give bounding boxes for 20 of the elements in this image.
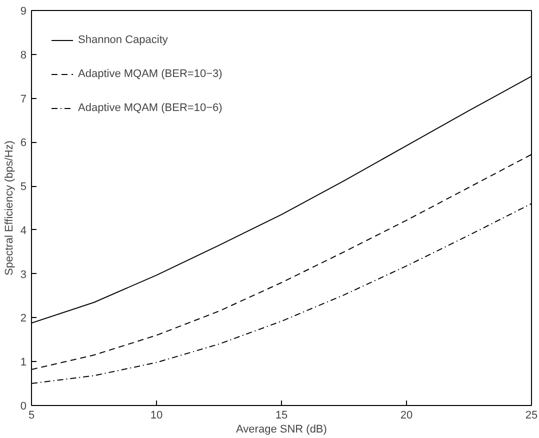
y-tick-label: 8 — [20, 49, 27, 62]
legend-label: Adaptive MQAM (BER=10−3) — [78, 68, 222, 80]
y-axis-title: Spectral Efficiency (bps/Hz) — [3, 140, 16, 276]
x-tick-label: 25 — [525, 410, 538, 422]
x-tick-label: 15 — [275, 410, 288, 422]
y-tick-label: 6 — [20, 137, 27, 150]
x-tick-label: 10 — [150, 410, 163, 422]
y-tick-label: 9 — [20, 6, 27, 18]
y-tick-label: 7 — [20, 93, 27, 106]
x-axis-title: Average SNR (dB) — [236, 424, 327, 436]
y-tick-label: 5 — [20, 181, 27, 194]
y-tick-label: 3 — [20, 268, 27, 281]
y-tick-label: 4 — [20, 224, 27, 237]
y-tick-label: 2 — [20, 312, 27, 325]
legend-label: Adaptive MQAM (BER=10−6) — [78, 102, 222, 114]
legend-label: Shannon Capacity — [78, 34, 168, 46]
y-tick-label: 0 — [20, 400, 27, 412]
x-tick-label: 5 — [28, 410, 35, 422]
y-tick-label: 1 — [20, 356, 27, 369]
x-tick-label: 20 — [400, 410, 413, 422]
